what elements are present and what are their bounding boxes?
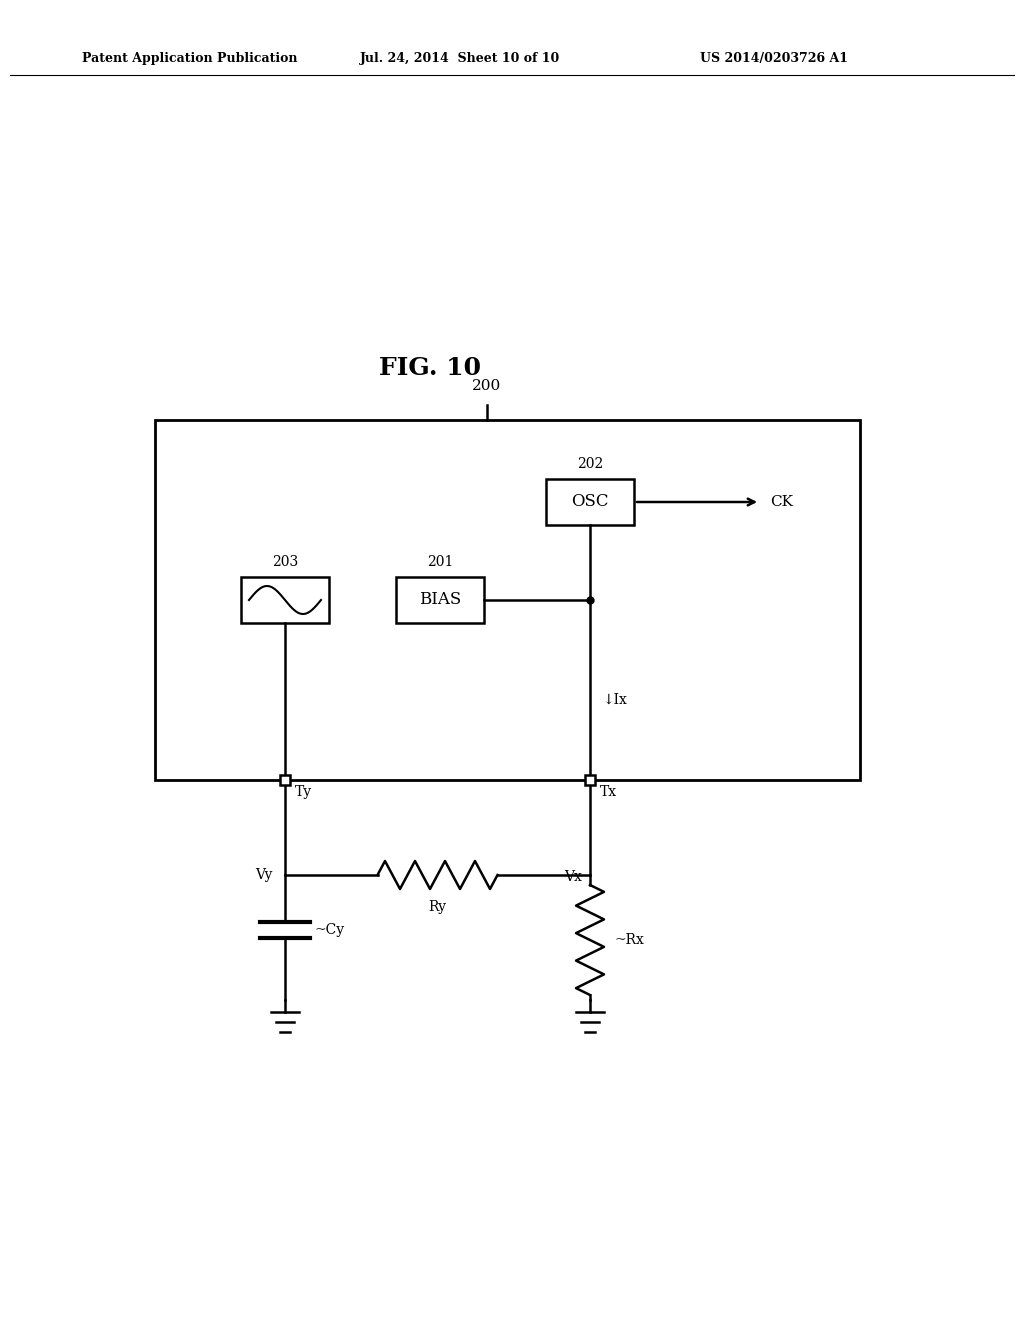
Text: Jul. 24, 2014  Sheet 10 of 10: Jul. 24, 2014 Sheet 10 of 10 [360, 51, 560, 65]
Bar [546, 479, 634, 525]
Text: FIG. 10: FIG. 10 [379, 356, 481, 380]
Text: CK: CK [770, 495, 793, 510]
Bar [241, 577, 329, 623]
Text: Ty: Ty [295, 785, 312, 799]
Text: 202: 202 [577, 457, 603, 471]
Bar [155, 420, 860, 780]
Text: OSC: OSC [571, 494, 608, 511]
Text: BIAS: BIAS [419, 591, 461, 609]
Text: 200: 200 [472, 379, 502, 393]
Text: 203: 203 [272, 554, 298, 569]
Text: ~Cy: ~Cy [315, 923, 345, 937]
Text: ~Rx: ~Rx [615, 933, 645, 946]
Bar [396, 577, 484, 623]
Bar [585, 775, 595, 785]
Text: Patent Application Publication: Patent Application Publication [82, 51, 298, 65]
Text: US 2014/0203726 A1: US 2014/0203726 A1 [700, 51, 848, 65]
Text: Vx: Vx [564, 870, 582, 884]
Text: Ry: Ry [428, 900, 446, 913]
Text: ↓Ix: ↓Ix [602, 693, 627, 708]
Bar [280, 775, 290, 785]
Text: Vy: Vy [256, 869, 273, 882]
Text: 201: 201 [427, 554, 454, 569]
Text: Tx: Tx [600, 785, 617, 799]
